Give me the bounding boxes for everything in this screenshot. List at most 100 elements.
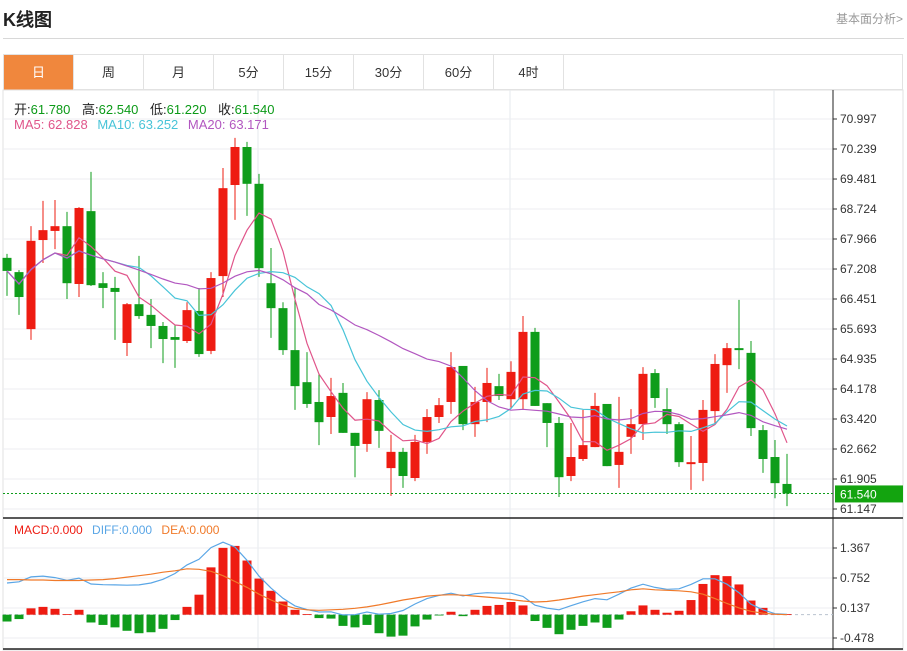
diff-value: DIFF:0.000 — [92, 523, 153, 537]
candle-body — [782, 483, 792, 494]
tab-week[interactable]: 周 — [74, 55, 144, 90]
tab-4hour[interactable]: 4时 — [494, 55, 564, 90]
macd-bar — [506, 602, 516, 615]
macd-bar — [122, 614, 132, 631]
macd-bar — [602, 614, 612, 628]
page-title: K线图 — [3, 10, 52, 30]
macd-bar — [566, 614, 576, 630]
ma5-value: MA5: 62.828 — [14, 117, 88, 132]
tab-15min[interactable]: 15分 — [284, 55, 354, 90]
price-tick-label: 67.966 — [840, 232, 877, 246]
macd-bar — [314, 614, 324, 619]
macd-tick-label: 1.367 — [840, 541, 870, 555]
ma-legend: MA5: 62.828 MA10: 63.252 MA20: 63.171 — [14, 117, 275, 132]
candle-body — [230, 146, 240, 186]
macd-bar — [674, 610, 684, 615]
high-value: 62.540 — [98, 102, 139, 117]
candle-body — [38, 230, 48, 241]
price-tick-label: 70.239 — [840, 142, 877, 156]
candle-body — [290, 350, 300, 387]
macd-bar — [2, 614, 12, 622]
low-label: 低: — [150, 102, 167, 117]
macd-bar — [146, 614, 156, 633]
ohlc-legend: 开:61.780 高:62.540 低:61.220 收:61.540 — [14, 99, 282, 118]
macd-bar — [626, 611, 636, 615]
tab-day[interactable]: 日 — [4, 55, 74, 90]
candle-body — [326, 396, 336, 418]
macd-bar — [38, 606, 48, 615]
candle-body — [446, 367, 456, 402]
candle-body — [170, 337, 180, 340]
macd-bar — [470, 609, 480, 615]
macd-bar — [686, 600, 696, 615]
macd-bar — [638, 605, 648, 615]
candle-body — [626, 424, 636, 437]
macd-bar — [194, 594, 204, 615]
candle-body — [134, 304, 144, 317]
candle-body — [422, 417, 432, 442]
macd-bar — [302, 614, 312, 615]
candle-body — [758, 430, 768, 459]
ma20-line — [6, 250, 788, 430]
candle-body — [614, 451, 624, 465]
macd-bar — [518, 605, 528, 615]
candle-body — [734, 348, 744, 351]
macd-legend: MACD:0.000 DIFF:0.000 DEA:0.000 — [14, 523, 225, 537]
candle-body — [50, 226, 60, 231]
macd-bar — [290, 609, 300, 615]
macd-bar — [350, 614, 360, 628]
close-value: 61.540 — [234, 102, 275, 117]
candle-body — [362, 399, 372, 444]
candle-body — [770, 457, 780, 484]
candle-body — [590, 405, 600, 448]
macd-bar — [386, 614, 396, 637]
macd-bar — [266, 590, 276, 615]
macd-bar — [398, 614, 408, 636]
macd-bar — [746, 600, 756, 615]
macd-bar — [254, 578, 264, 615]
fundamental-analysis-link[interactable]: 基本面分析> — [835, 12, 903, 26]
price-tick-label: 64.178 — [840, 382, 877, 396]
tab-30min[interactable]: 30分 — [354, 55, 424, 90]
macd-bar — [578, 614, 588, 626]
candle-body — [638, 373, 648, 425]
candle-body — [182, 310, 192, 342]
tab-60min[interactable]: 60分 — [424, 55, 494, 90]
current-price-badge — [835, 485, 903, 503]
macd-bar — [590, 614, 600, 623]
macd-bar — [326, 614, 336, 619]
chart-frame — [2, 89, 904, 651]
candle-body — [458, 365, 468, 425]
macd-bar — [206, 567, 216, 615]
open-label: 开: — [14, 102, 31, 117]
candle-body — [242, 146, 252, 184]
ma5-line — [6, 212, 788, 451]
candle-body — [482, 382, 492, 402]
ma20-value: MA20: 63.171 — [187, 117, 269, 132]
diff-line — [6, 541, 788, 616]
candle-body — [530, 331, 540, 406]
tab-month[interactable]: 月 — [144, 55, 214, 90]
macd-bar — [494, 604, 504, 615]
candle-body — [278, 308, 288, 351]
current-price-label: 61.540 — [840, 487, 877, 501]
candle-body — [578, 445, 588, 459]
candle-body — [602, 403, 612, 467]
candle-body — [506, 371, 516, 400]
macd-bar — [278, 601, 288, 615]
divider — [3, 38, 904, 39]
candle-body — [710, 363, 720, 412]
macd-bar — [758, 607, 768, 615]
ma10-line — [6, 250, 788, 434]
candle-body — [470, 401, 480, 425]
macd-bar — [554, 614, 564, 635]
candle-body — [374, 399, 384, 431]
tab-5min[interactable]: 5分 — [214, 55, 284, 90]
macd-bar — [218, 547, 228, 615]
candle-body — [194, 310, 204, 355]
macd-bar — [230, 545, 240, 615]
macd-bar — [158, 614, 168, 629]
macd-bar — [710, 575, 720, 615]
candle-body — [110, 287, 120, 292]
